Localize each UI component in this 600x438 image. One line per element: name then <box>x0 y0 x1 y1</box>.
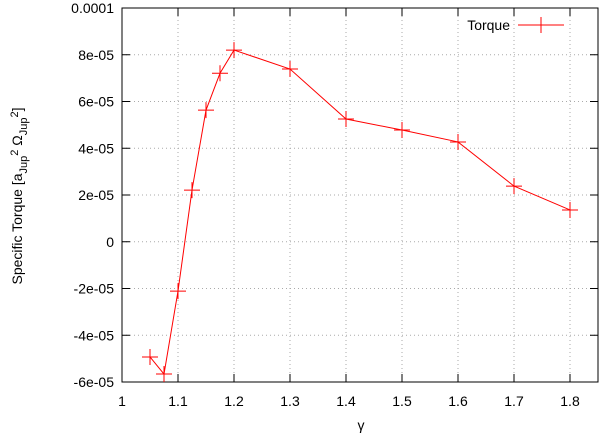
series-line <box>149 49 571 376</box>
point-marker <box>184 182 200 199</box>
x-tick-label: 1.2 <box>224 393 244 409</box>
legend-swatch-marker <box>533 17 549 33</box>
x-tick-label: 1.4 <box>336 393 356 409</box>
y-axis-label-part: Specific Torque [a <box>9 173 25 284</box>
y-axis-label-part: 2 <box>9 150 21 156</box>
y-tick-label: -4e-05 <box>74 327 115 343</box>
point-marker <box>156 366 172 383</box>
legend-label: Torque <box>467 17 510 33</box>
x-tick-label: 1.8 <box>560 393 580 409</box>
y-tick-label: 2e-05 <box>78 187 114 203</box>
x-tick-label: 1.5 <box>392 393 412 409</box>
y-axis-label-part: Jup <box>18 156 30 174</box>
x-tick-label: 1.1 <box>168 393 188 409</box>
point-marker <box>450 133 466 150</box>
point-marker <box>170 283 186 300</box>
point-marker <box>198 102 214 119</box>
y-tick-label: -2e-05 <box>74 281 115 297</box>
y-axis-label-part: ] <box>9 107 25 111</box>
x-tick-label: 1.6 <box>448 393 468 409</box>
y-axis-label-part: Ω <box>9 135 25 149</box>
point-marker <box>506 178 522 195</box>
point-marker <box>338 111 354 128</box>
y-tick-label: 6e-05 <box>78 94 114 110</box>
x-axis-label: γ <box>358 417 365 433</box>
y-tick-label: -6e-05 <box>74 374 115 390</box>
point-marker <box>226 42 242 59</box>
y-axis-label-part: Jup <box>18 118 30 136</box>
y-axis-label-part: 2 <box>9 111 21 117</box>
point-marker <box>212 65 228 82</box>
point-marker <box>142 348 158 365</box>
y-axis-label: Specific Torque [aJup2 ΩJup2] <box>9 107 30 284</box>
plot-border <box>121 7 599 383</box>
point-marker <box>394 122 410 139</box>
y-tick-label: 0 <box>106 234 114 250</box>
y-tick-label: 8e-05 <box>78 47 114 63</box>
x-tick-label: 1 <box>118 393 126 409</box>
point-marker <box>282 61 298 78</box>
point-marker <box>562 201 578 218</box>
y-tick-label: 4e-05 <box>78 140 114 156</box>
x-tick-label: 1.7 <box>504 393 524 409</box>
y-tick-label: 0.0001 <box>71 0 114 16</box>
x-tick-label: 1.3 <box>280 393 300 409</box>
